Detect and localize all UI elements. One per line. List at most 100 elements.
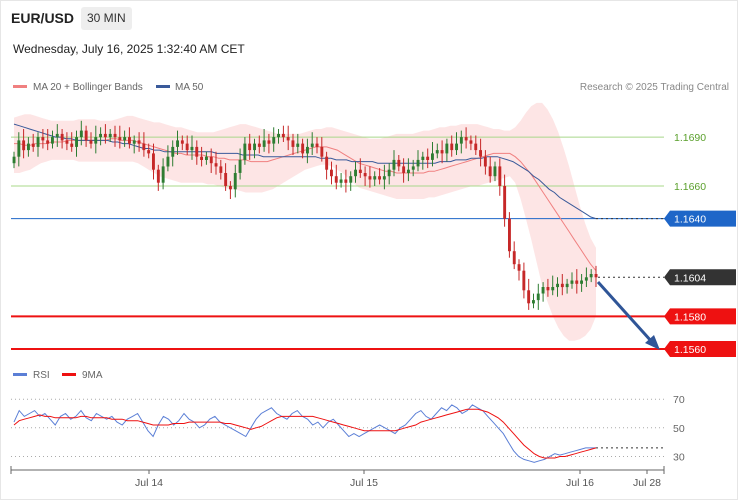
candle-body: [36, 137, 40, 147]
candle: [503, 174, 507, 227]
symbol-label: EUR/USD: [11, 10, 75, 26]
candle: [103, 124, 107, 144]
candle-body: [517, 264, 521, 271]
candle: [291, 133, 295, 155]
candle-body: [416, 159, 420, 167]
candle-body: [532, 300, 535, 304]
candle-body: [89, 140, 93, 144]
candle-body: [55, 133, 59, 138]
candle: [570, 272, 574, 289]
candle-body: [166, 156, 170, 167]
candle-body: [152, 153, 155, 170]
candle-body: [171, 146, 175, 157]
candle-body: [118, 137, 122, 141]
candle-body: [483, 156, 487, 167]
rsi-tick-label: 30: [673, 452, 685, 464]
candle: [123, 130, 127, 147]
candle-body: [498, 166, 502, 186]
ma50-legend-swatch: [156, 85, 170, 88]
candle-body: [373, 176, 377, 180]
chart-header: EUR/USD 30 MIN: [0, 0, 738, 36]
price-tag-bg: [664, 308, 736, 325]
candle-body: [123, 137, 127, 141]
candle-body: [358, 169, 362, 173]
candle-body: [440, 150, 444, 154]
candle: [426, 148, 430, 169]
candle-body: [233, 173, 237, 190]
candle-body: [262, 140, 266, 147]
candle: [205, 151, 208, 165]
candle: [512, 241, 516, 270]
candle: [455, 132, 458, 155]
candle-body: [382, 176, 386, 180]
price-tag-bg: [664, 269, 736, 286]
candle-body: [541, 287, 545, 294]
candle-body: [565, 283, 569, 288]
candle-body: [306, 146, 309, 154]
candle: [36, 132, 40, 157]
candle: [166, 145, 170, 172]
candle: [306, 138, 309, 164]
candle: [546, 278, 550, 297]
candle-body: [296, 143, 300, 147]
candle: [243, 137, 247, 165]
candle: [281, 125, 285, 142]
candle: [84, 125, 88, 147]
candle: [517, 259, 521, 281]
candle-body: [368, 176, 372, 180]
candle-body: [27, 143, 30, 151]
candle: [589, 269, 593, 283]
candle-body: [378, 176, 381, 180]
candle: [459, 130, 463, 154]
candle: [551, 275, 555, 296]
moving-averages: [13, 123, 597, 272]
candle: [41, 129, 45, 149]
level-label: 1.1660: [674, 181, 706, 193]
candle: [233, 164, 237, 198]
candle-body: [156, 169, 160, 183]
candle: [262, 129, 266, 152]
candle-body: [407, 169, 410, 173]
price-tag-support: 1.1580: [664, 308, 736, 325]
ma20-legend-swatch: [13, 85, 27, 88]
candle-body: [286, 137, 290, 141]
candle: [190, 135, 194, 160]
timeframe-badge[interactable]: 30 MIN: [81, 7, 132, 30]
candle: [156, 164, 160, 191]
candle: [272, 127, 276, 152]
rsi-legend-label: RSI: [33, 370, 50, 381]
candlesticks: [12, 120, 598, 310]
candle-body: [334, 176, 338, 183]
bollinger-band-area: [14, 102, 596, 341]
candle-body: [594, 274, 598, 278]
candle: [488, 156, 492, 183]
candle: [142, 132, 146, 157]
candle: [560, 274, 564, 296]
candle: [137, 132, 141, 152]
candle-body: [344, 179, 348, 183]
candle-body: [392, 159, 396, 170]
candle: [334, 164, 338, 190]
price-tags: 1.1690 1.1660 1.1640 1.1604 1.1580 1.1560: [664, 132, 736, 357]
candle: [532, 293, 535, 309]
candle-body: [205, 156, 208, 160]
candle-body: [147, 150, 151, 154]
candle: [296, 133, 300, 154]
candle-body: [580, 280, 583, 284]
candle-body: [243, 143, 247, 160]
candle: [17, 132, 21, 167]
candle-body: [330, 169, 333, 177]
candle-body: [128, 137, 131, 144]
candle: [152, 143, 155, 180]
candle-body: [325, 156, 329, 170]
candle: [89, 132, 93, 149]
price-tag-last-price: 1.1604: [664, 269, 736, 286]
candle-body: [469, 140, 473, 144]
candle-body: [464, 137, 468, 141]
ma20-legend-label: MA 20 + Bollinger Bands: [33, 82, 143, 93]
candle-body: [31, 143, 35, 147]
price-tag-bg: [664, 210, 736, 227]
candle: [79, 120, 83, 146]
candle-body: [291, 140, 295, 147]
candle: [339, 173, 343, 188]
